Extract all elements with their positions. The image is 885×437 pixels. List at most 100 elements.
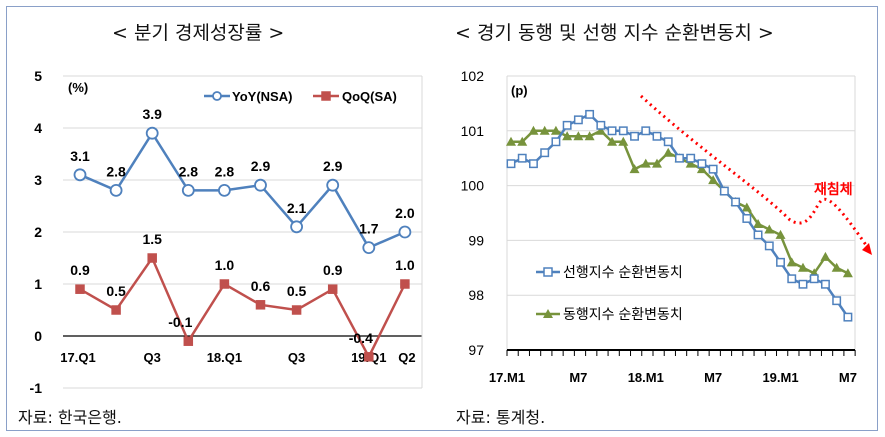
data-point [742, 214, 752, 223]
data-label: 2.0 [395, 205, 415, 221]
legend-marker-leading [543, 267, 553, 277]
data-point [219, 279, 230, 289]
data-point [832, 296, 842, 306]
data-point [651, 158, 662, 168]
data-point [607, 136, 618, 146]
legend-label-coincident: 동행지수 순환변동치 [563, 306, 683, 322]
data-point [753, 218, 764, 228]
data-point [663, 147, 674, 157]
data-point [400, 279, 410, 289]
data-point [820, 251, 831, 261]
data-label: 3.1 [70, 148, 90, 164]
data-point [798, 279, 808, 289]
data-point [364, 352, 374, 362]
data-point [362, 241, 376, 255]
data-point [562, 131, 573, 141]
data-point [529, 159, 538, 169]
data-label: 2.8 [106, 163, 126, 179]
data-point [595, 125, 606, 135]
data-point [775, 229, 786, 239]
data-point [75, 284, 85, 294]
data-point [652, 131, 662, 141]
x-tick-label: 19.M1 [762, 370, 798, 385]
data-point [290, 220, 304, 234]
data-point [797, 262, 808, 272]
data-point [181, 183, 195, 197]
y-tick-label: 99 [468, 232, 484, 248]
series-line-qoq [79, 255, 407, 360]
data-label: 2.8 [179, 163, 199, 179]
data-label: 0.9 [323, 262, 343, 278]
x-tick-label: Q3 [144, 350, 161, 365]
data-point [675, 153, 684, 163]
data-label: 1.7 [359, 221, 379, 237]
right-chart-title: < 경기 동행 및 선행 지수 순환변동치 > [455, 22, 774, 44]
data-point [607, 126, 617, 136]
data-point [596, 120, 606, 130]
y-tick-label: 98 [468, 287, 484, 303]
series-line-yoy [79, 130, 406, 250]
data-point [641, 126, 651, 136]
data-point [183, 336, 194, 346]
legend-marker-yoy [212, 91, 222, 101]
y-tick-label: 4 [34, 120, 42, 136]
data-point [551, 137, 561, 147]
x-tick-label: 17.Q1 [60, 350, 95, 365]
data-label: 2.1 [287, 200, 307, 216]
data-point [618, 126, 628, 136]
data-point [217, 183, 231, 197]
arrow-head-icon [862, 243, 872, 255]
data-point [696, 164, 707, 174]
legend-label-yoy: YoY(NSA) [232, 89, 292, 104]
x-tick-label: Q3 [288, 350, 305, 365]
data-point [640, 158, 651, 168]
x-tick-label: Q2 [398, 350, 415, 365]
data-label: 2.9 [251, 158, 271, 174]
data-point [573, 131, 584, 141]
data-point [573, 115, 583, 125]
data-label: 1.5 [142, 231, 162, 247]
data-label: 2.9 [323, 158, 343, 174]
data-point [719, 186, 729, 196]
y-tick-label: 100 [461, 178, 485, 194]
data-point [506, 159, 516, 169]
data-point [741, 202, 752, 212]
data-point [517, 136, 528, 146]
data-point [147, 253, 157, 263]
data-point [809, 274, 819, 284]
y-tick-label: 0 [34, 328, 42, 344]
data-point [539, 125, 550, 135]
data-label: 0.6 [251, 278, 271, 294]
legend-marker-qoq [321, 91, 331, 101]
data-point [145, 126, 159, 140]
data-point [326, 178, 340, 192]
data-point [517, 153, 527, 163]
data-point [618, 136, 629, 146]
legend-label-qoq: QoQ(SA) [342, 89, 397, 104]
data-label: 1.0 [395, 257, 415, 273]
data-point [540, 148, 550, 158]
x-tick-label: M7 [569, 370, 587, 385]
data-label: 0.5 [287, 283, 307, 299]
data-label: -0.1 [168, 314, 192, 330]
data-point [111, 305, 121, 315]
data-point [708, 175, 719, 185]
frame [6, 6, 878, 431]
data-label: 0.9 [70, 262, 90, 278]
y-tick-label: 101 [461, 123, 485, 139]
legend-marker-coincident [543, 309, 553, 318]
y-tick-label: 3 [34, 172, 42, 188]
y-tick-label: -1 [30, 380, 43, 396]
y-tick-label: 5 [34, 68, 42, 84]
data-label: 3.9 [142, 106, 162, 122]
x-tick-label: 17.M1 [489, 370, 525, 385]
data-point [663, 137, 673, 147]
data-point [731, 197, 741, 207]
data-point [842, 268, 853, 278]
data-label: -0.4 [349, 330, 373, 346]
data-point [764, 241, 774, 251]
data-point [831, 262, 842, 272]
